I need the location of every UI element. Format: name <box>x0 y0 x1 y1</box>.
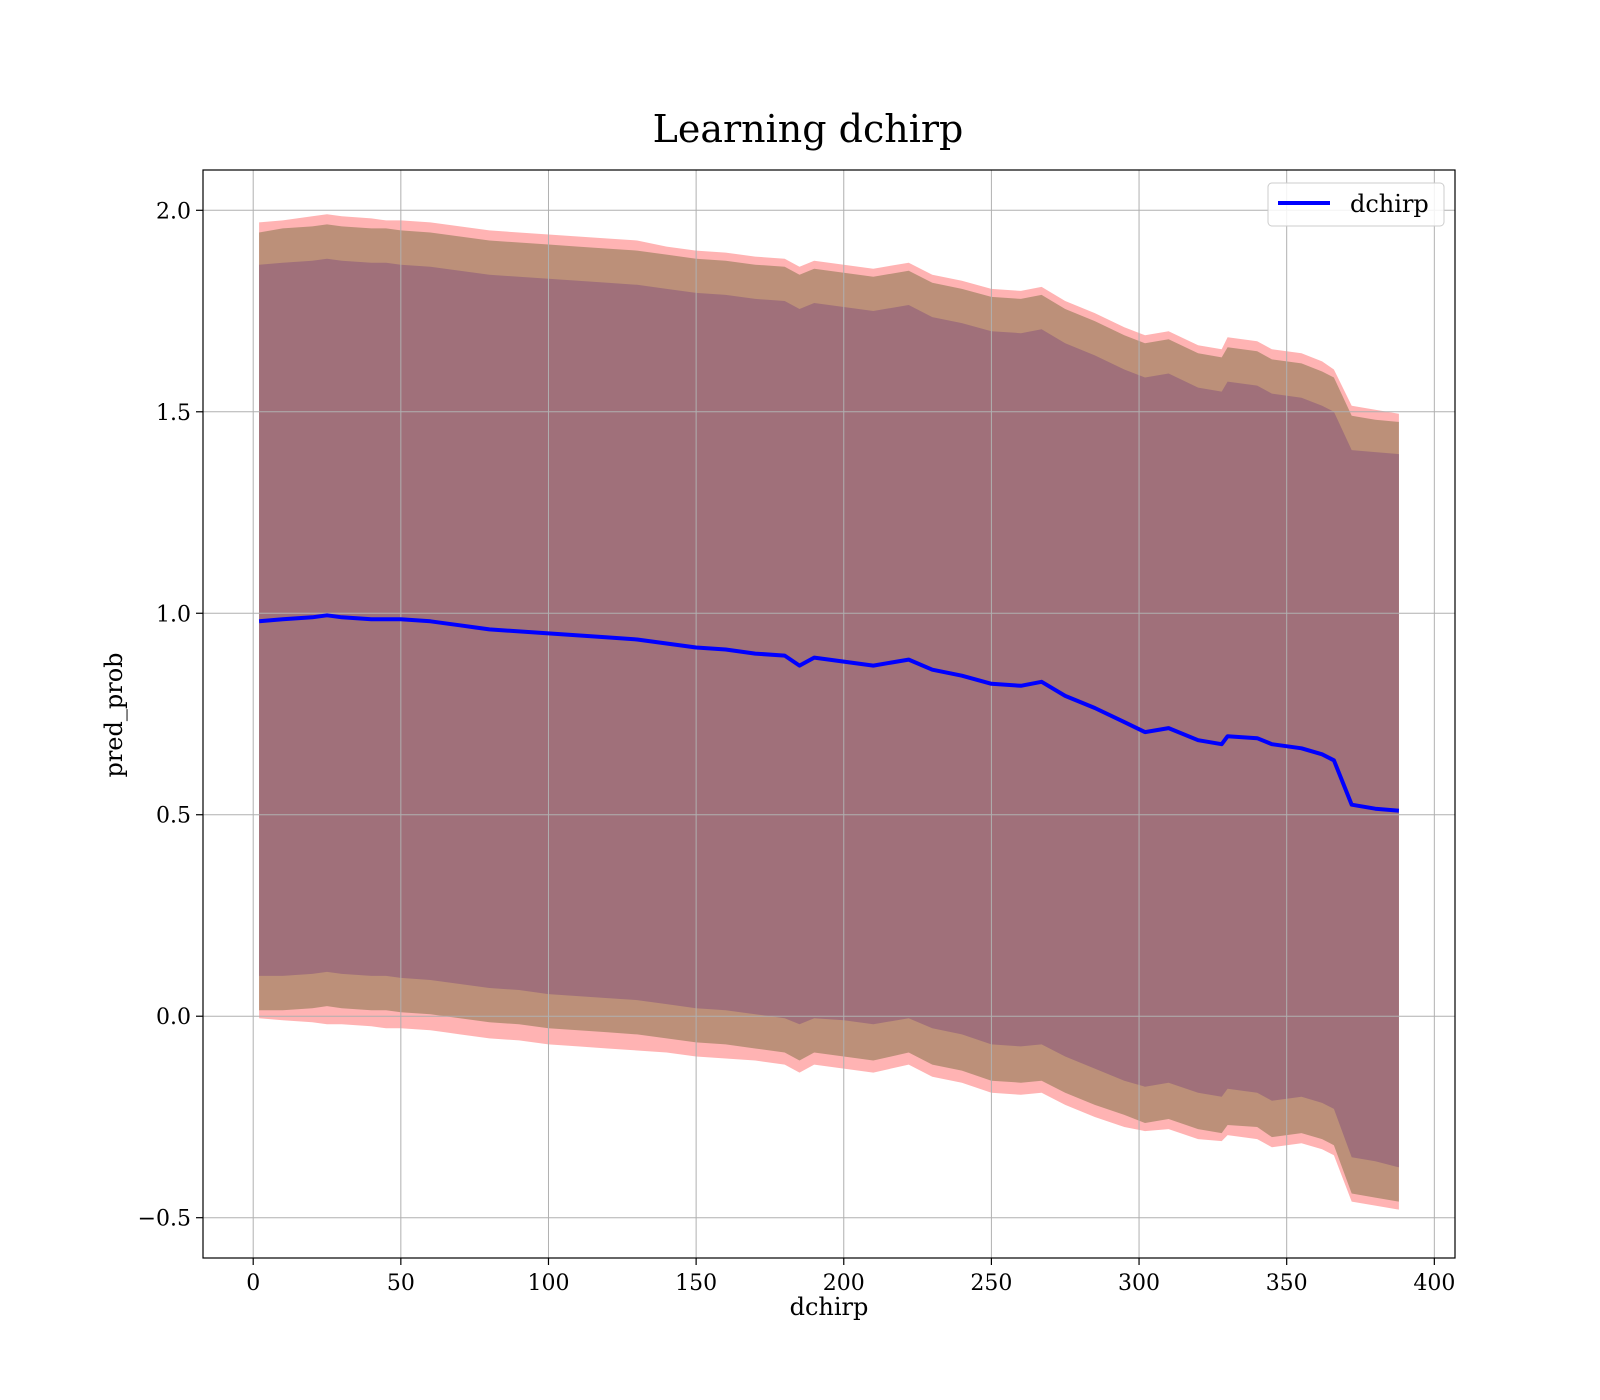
x-tick-label: 100 <box>527 1271 569 1296</box>
x-tick-label: 0 <box>246 1271 260 1296</box>
x-axis-label: dchirp <box>790 1293 869 1321</box>
legend: dchirp <box>1267 182 1445 227</box>
series-lines <box>258 613 1400 813</box>
x-tick-label: 250 <box>970 1271 1012 1296</box>
legend-box <box>1267 182 1445 227</box>
x-tick-label: 350 <box>1266 1271 1308 1296</box>
series-line-dchirp <box>258 613 1400 813</box>
y-tick-label: −0.5 <box>138 1207 191 1232</box>
x-tick-label: 50 <box>387 1271 415 1296</box>
x-tick-label: 300 <box>1118 1271 1160 1296</box>
x-tick-label: 150 <box>675 1271 717 1296</box>
x-tick-label: 200 <box>823 1271 865 1296</box>
confidence-band-3 <box>259 258 1399 1168</box>
y-tick-label: 0.5 <box>156 804 191 829</box>
y-tick-label: 1.0 <box>156 602 191 627</box>
x-axis-ticks: 0 50 100 150 200 250 300 350 400 <box>246 1258 1455 1296</box>
legend-label: dchirp <box>1350 190 1429 218</box>
plot-frame <box>202 169 1456 1259</box>
x-tick-label: 400 <box>1413 1271 1455 1296</box>
y-tick-label: 1.5 <box>156 401 191 426</box>
y-axis-ticks: −0.5 0.0 0.5 1.0 1.5 2.0 <box>138 199 203 1232</box>
confidence-bands <box>259 214 1399 1210</box>
y-axis-label: pred_prob <box>100 652 128 777</box>
y-tick-label: 0.0 <box>156 1005 191 1030</box>
grid-lines <box>203 170 1455 1258</box>
y-tick-label: 2.0 <box>156 199 191 224</box>
chart-title: Learning dchirp <box>653 107 964 151</box>
